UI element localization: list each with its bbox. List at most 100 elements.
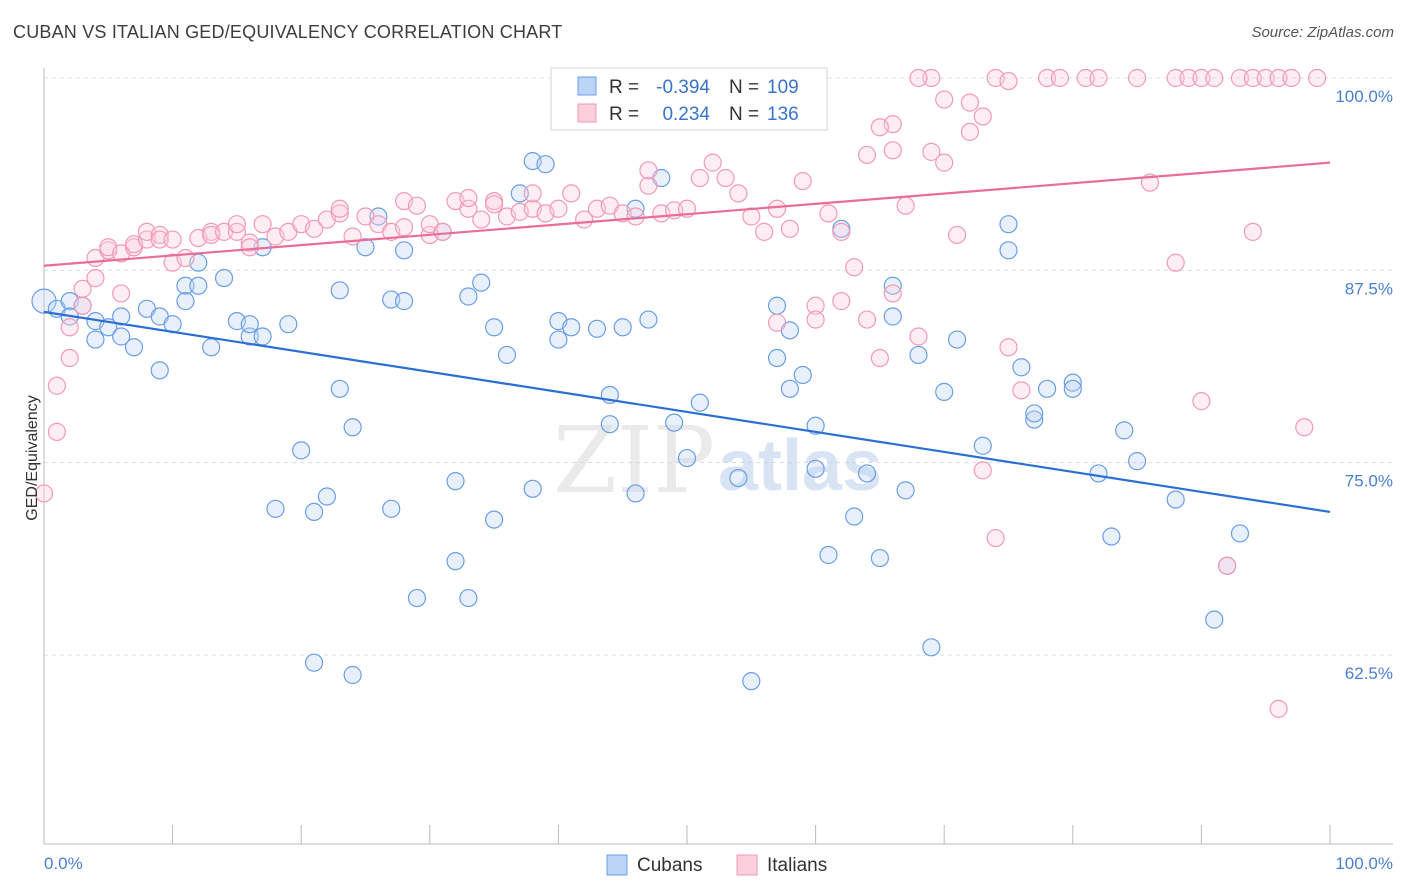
italians-point: [1243, 222, 1262, 241]
cubans-point: [1115, 421, 1134, 440]
italians-point: [60, 348, 79, 368]
italians-point: [1218, 556, 1237, 575]
cubans-points: [31, 151, 1250, 691]
cubans-point: [935, 382, 954, 401]
legend-n-label-italians: N =: [729, 104, 759, 125]
italians-point: [433, 222, 452, 241]
cubans-point: [446, 552, 465, 571]
italians-point: [1269, 68, 1288, 88]
italians-point: [1192, 392, 1211, 411]
cubans-point: [253, 327, 272, 346]
italians-point: [806, 310, 825, 329]
italians-point: [999, 71, 1018, 91]
italians-point: [112, 284, 131, 303]
italians-point: [767, 313, 787, 332]
cubans-point: [767, 296, 787, 315]
italians-point: [960, 122, 980, 141]
cubans-point: [176, 276, 195, 295]
italians-point: [870, 118, 890, 137]
italians-point: [883, 284, 902, 303]
italians-point: [626, 207, 645, 226]
italians-point: [1166, 253, 1185, 272]
cubans-point: [1037, 379, 1057, 398]
italians-point: [485, 195, 504, 214]
cubans-trendline: [43, 310, 1331, 513]
cubans-point: [536, 155, 555, 174]
legend-n-value-italians: 136: [767, 104, 799, 125]
watermark: ZIP atlas: [553, 407, 882, 514]
x-ticks: [43, 825, 1331, 844]
italians-point: [639, 176, 658, 195]
cubans-point: [690, 393, 709, 412]
italians-point: [1295, 418, 1314, 437]
cubans-point: [883, 307, 902, 326]
italians-point: [960, 93, 980, 112]
x-tick-label-max: 100.0%: [1335, 854, 1393, 873]
cubans-point: [677, 448, 697, 468]
cubans-point: [562, 318, 581, 337]
cubans-point: [485, 510, 504, 529]
italians-point: [47, 422, 66, 441]
cubans-point: [472, 273, 491, 292]
cubans-point: [459, 287, 478, 306]
cubans-point: [343, 665, 362, 685]
cubans-point: [394, 292, 414, 311]
cubans-point: [459, 588, 478, 608]
italians-point: [459, 199, 478, 218]
y-tick-labels: 62.5% 75.0% 87.5% 100.0%: [1335, 87, 1393, 683]
cubans-point: [240, 327, 259, 346]
cubans-point: [1063, 373, 1082, 392]
cubans-point: [266, 499, 285, 518]
cubans-point: [279, 315, 298, 334]
italians-point: [1282, 68, 1301, 88]
cubans-point: [1230, 524, 1250, 543]
cubans-point: [780, 379, 799, 398]
italians-point: [86, 268, 105, 288]
italians-point: [1050, 68, 1070, 88]
italians-point: [150, 230, 169, 249]
cubans-point: [626, 484, 645, 503]
cubans-point: [587, 319, 607, 338]
cubans-point: [214, 268, 234, 288]
legend-swatch-cubans: [577, 76, 597, 96]
italians-point: [1192, 68, 1211, 88]
legend-r-label-cubans: R =: [609, 77, 639, 98]
cubans-point: [510, 184, 529, 203]
legend-r-label-italians: R =: [609, 104, 639, 125]
cubans-point: [304, 502, 324, 522]
italians-point: [909, 327, 928, 346]
legend-r-value-cubans: -0.394: [656, 77, 710, 98]
cubans-point: [742, 672, 761, 691]
watermark-atlas: atlas: [718, 426, 882, 506]
y-tick-label: 100.0%: [1335, 87, 1393, 106]
italians-point: [857, 310, 877, 329]
cubans-point: [356, 238, 375, 257]
cubans-point: [819, 545, 838, 565]
legend-n-label-cubans: N =: [729, 77, 759, 98]
watermark-zip: ZIP: [553, 407, 715, 514]
cubans-point: [407, 588, 427, 608]
cubans-point: [1089, 464, 1108, 483]
italians-point: [755, 222, 774, 241]
cubans-point: [1012, 358, 1031, 377]
italians-point: [227, 222, 246, 241]
series-legend-label-italians: Italians: [767, 855, 827, 876]
cubans-point: [1127, 452, 1147, 471]
italians-point: [1269, 699, 1288, 718]
cubans-point: [202, 338, 221, 357]
italians-point: [1256, 68, 1275, 88]
cubans-point: [999, 241, 1018, 260]
italians-point: [523, 184, 542, 203]
italians-point: [1037, 68, 1057, 88]
cubans-point: [31, 288, 57, 314]
italians-point: [935, 90, 954, 109]
cubans-point: [1102, 527, 1121, 546]
chart-title: CUBAN VS ITALIAN GED/EQUIVALENCY CORRELA…: [13, 22, 563, 42]
y-tick-label: 62.5%: [1345, 664, 1393, 683]
italians-point: [60, 318, 79, 337]
cubans-point: [1063, 379, 1082, 398]
cubans-point: [150, 361, 169, 380]
stats-legend: R = -0.394 N = 109 R = 0.234 N = 136: [550, 67, 828, 131]
axes: [43, 68, 1393, 845]
italians-point: [832, 292, 851, 311]
